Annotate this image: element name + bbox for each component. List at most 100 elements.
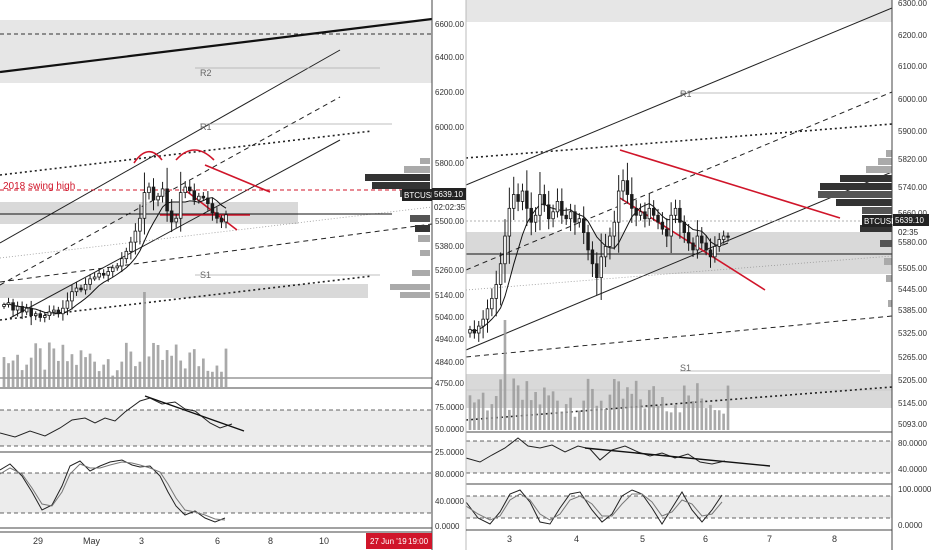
- volume-bar: [93, 361, 96, 387]
- volume-bar: [643, 408, 647, 430]
- left-rsi-line: [0, 397, 233, 438]
- volume-bar: [129, 351, 133, 387]
- volume-bar: [682, 385, 686, 430]
- volume-bar: [165, 350, 169, 387]
- left-stoch-band: [0, 473, 432, 513]
- volume-bar: [170, 355, 173, 387]
- right-resistance-zone: [466, 0, 892, 22]
- volume-bar: [11, 360, 15, 387]
- moving-average-line: [3, 197, 227, 314]
- right-channel-lower: [465, 171, 893, 351]
- left-rsi-tick: 75.0000: [435, 403, 464, 412]
- right-rsi-line: [465, 437, 726, 465]
- left-price-tick: 6000.00: [435, 123, 464, 132]
- candle-body: [520, 190, 525, 202]
- right-support-zone: [466, 232, 892, 274]
- left-moving-average: [3, 197, 227, 314]
- volume-bar: [543, 387, 546, 430]
- right-dotted-trendline: [465, 123, 893, 159]
- volume-bar: [704, 408, 708, 430]
- volume-bar: [111, 375, 115, 387]
- candle-body: [573, 211, 577, 223]
- right-time-tick: 4: [574, 534, 579, 544]
- right-vp-bar: [818, 191, 892, 198]
- volume-bar: [134, 366, 137, 387]
- right-vp-bar: [888, 300, 892, 307]
- volume-bar: [717, 410, 721, 430]
- candle-body: [160, 188, 165, 197]
- volume-bar: [183, 368, 187, 387]
- volume-bar: [617, 381, 620, 430]
- right-vp-bar: [886, 275, 892, 282]
- left-time-tick: 8: [268, 536, 273, 546]
- candle-body: [590, 249, 595, 265]
- right-price-tick: 5145.00: [898, 399, 927, 408]
- candle-body: [682, 221, 686, 233]
- candle-body: [673, 207, 678, 216]
- left-stoch-tick: 80.0000: [435, 470, 464, 479]
- candle-body: [494, 284, 498, 299]
- volume-bar: [143, 292, 146, 387]
- candle-body: [704, 242, 708, 251]
- candle-body: [630, 194, 634, 209]
- right-level-s1: S1: [680, 363, 691, 373]
- right-vp-bar: [820, 183, 892, 190]
- candle-body: [79, 287, 83, 291]
- volume-bar: [206, 370, 210, 387]
- candle-body: [115, 265, 120, 269]
- left-symbol-label: BTCUSD: [404, 191, 437, 200]
- right-price-tick: 6300.00: [898, 0, 927, 8]
- right-price-tick: 5445.00: [898, 285, 927, 294]
- left-price-tick: 6600.00: [435, 20, 464, 29]
- right-vp-bar: [878, 158, 892, 165]
- volume-bar: [556, 400, 559, 430]
- volume-bar: [174, 344, 178, 387]
- candle-body: [651, 207, 656, 216]
- volume-bar: [120, 361, 124, 387]
- volume-bar: [709, 404, 712, 430]
- candle-body: [65, 300, 70, 309]
- left-vp-bar: [404, 166, 430, 173]
- volume-bar: [481, 392, 485, 430]
- left-vp-bar: [390, 284, 430, 290]
- right-price-tick: 5325.00: [898, 329, 927, 338]
- volume-bar: [70, 354, 74, 387]
- candle-body: [485, 308, 490, 320]
- candle-body: [83, 283, 88, 291]
- candle-body: [599, 256, 603, 279]
- right-time-tick: 3: [507, 534, 512, 544]
- right-vp-bar: [860, 225, 892, 232]
- volume-bar: [612, 379, 616, 430]
- candle-body: [538, 194, 542, 216]
- volume-bar: [608, 394, 612, 430]
- volume-bar: [534, 391, 537, 430]
- volume-bar: [43, 369, 47, 387]
- volume-bar: [652, 386, 655, 430]
- volume-bar: [630, 393, 634, 430]
- candle-body: [52, 309, 56, 313]
- volume-bar: [79, 350, 83, 387]
- candle-body: [29, 307, 33, 316]
- volume-bar: [25, 364, 29, 387]
- left-head-shoulder-arc-2: [175, 149, 215, 161]
- candle-body: [468, 329, 472, 334]
- volume-bar: [38, 348, 42, 387]
- candle-body: [151, 186, 156, 201]
- right-time-tick: 6: [703, 534, 708, 544]
- volume-bar: [508, 409, 511, 430]
- right-vp-bar: [880, 240, 892, 247]
- candle-body: [516, 194, 520, 202]
- volume-bar: [138, 361, 142, 387]
- volume-bar: [564, 404, 568, 430]
- left-price-tick: 4940.00: [435, 335, 464, 344]
- volume-bar: [52, 348, 56, 387]
- right-price-tick: 5740.00: [898, 183, 927, 192]
- volume-bar: [713, 410, 717, 430]
- right-stoch-band: [466, 496, 892, 518]
- left-resistance-zone: [0, 20, 432, 83]
- volume-bar: [582, 400, 586, 430]
- candle-body: [97, 272, 101, 278]
- candle-body: [660, 221, 665, 230]
